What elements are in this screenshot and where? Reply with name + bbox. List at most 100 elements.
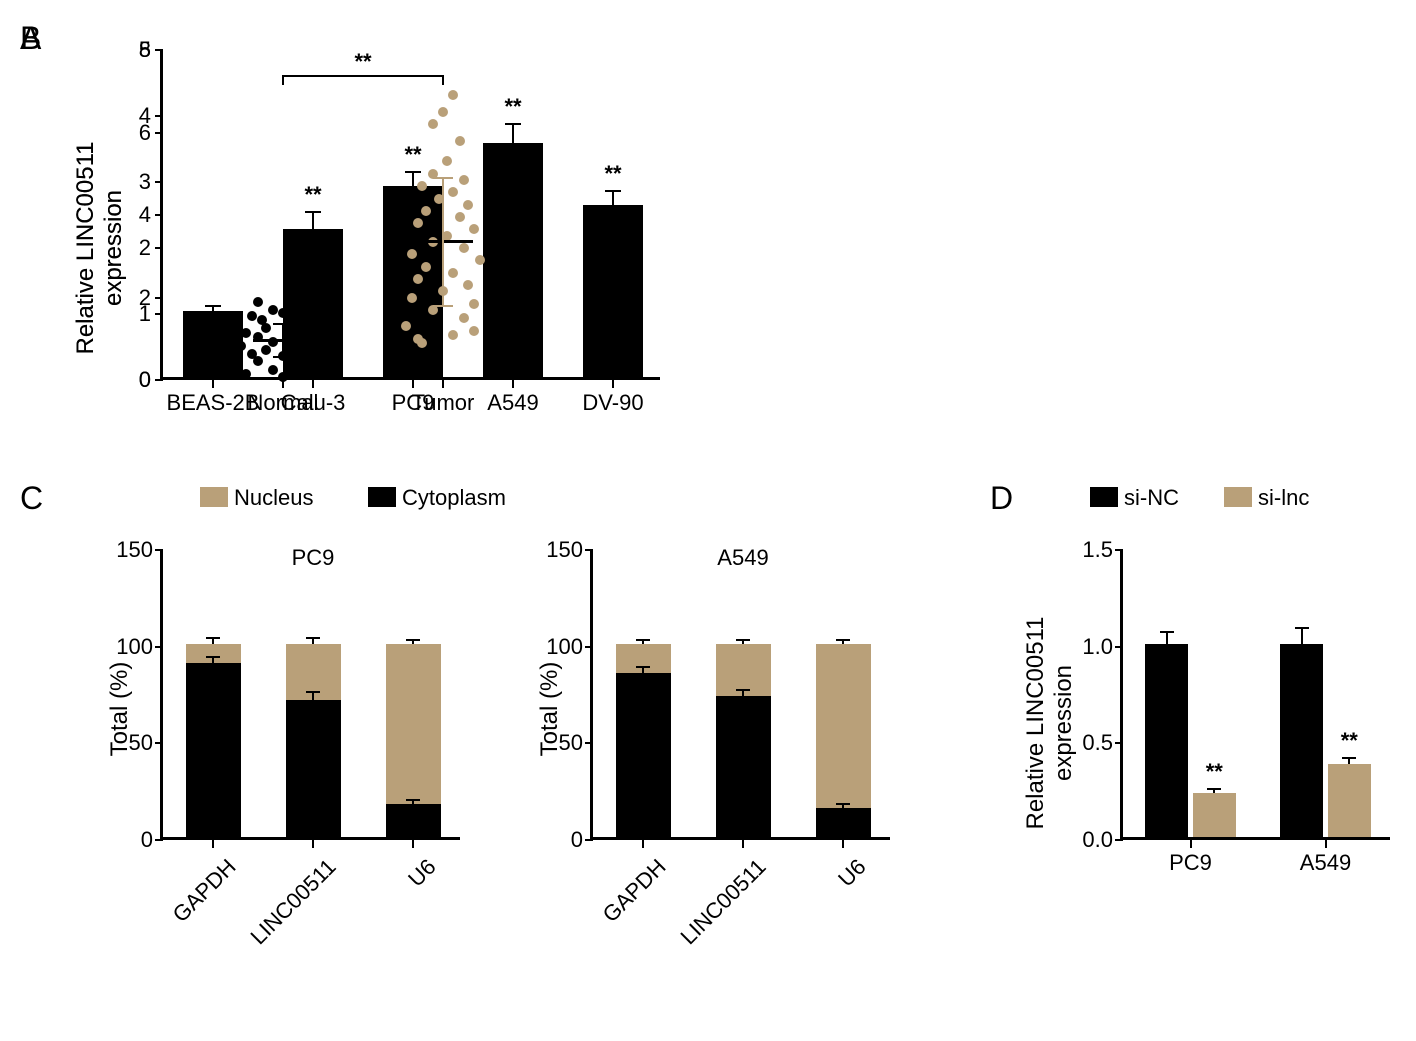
- y-tick: [155, 379, 163, 381]
- scatter-point-tumor: [442, 156, 452, 166]
- sd-line: [282, 324, 284, 357]
- x-tick-label: Tumor: [393, 390, 493, 416]
- error-cap: [306, 691, 320, 693]
- scatter-point-normal: [261, 345, 271, 355]
- bar-cytoplasm: [816, 808, 871, 837]
- scatter-point-normal: [315, 354, 325, 364]
- panel-c-chart-pc9: 050100150PC9GAPDHLINC00511U6: [160, 550, 460, 840]
- scatter-point-tumor: [455, 136, 465, 146]
- x-tick: [742, 840, 744, 848]
- x-tick: [642, 840, 644, 848]
- x-tick: [312, 840, 314, 848]
- error-cap: [1160, 631, 1174, 633]
- y-tick: [155, 297, 163, 299]
- legend-label: Cytoplasm: [402, 485, 506, 511]
- error-cap: [736, 689, 750, 691]
- x-tick: [1325, 840, 1327, 848]
- x-tick-label: LINC00511: [231, 854, 341, 964]
- scatter-point-tumor: [459, 243, 469, 253]
- y-tick-label: 0: [107, 827, 153, 853]
- scatter-point-normal: [232, 361, 242, 371]
- x-tick: [612, 380, 614, 388]
- error-bar: [612, 191, 614, 206]
- scatter-point-tumor: [413, 218, 423, 228]
- y-tick: [155, 646, 163, 648]
- scatter-point-tumor: [448, 90, 458, 100]
- scatter-point-tumor: [438, 107, 448, 117]
- sd-cap: [433, 305, 453, 307]
- bar-sinc: [1280, 644, 1323, 837]
- scatter-point-tumor: [448, 268, 458, 278]
- scatter-point-normal: [226, 336, 236, 346]
- y-tick: [585, 839, 593, 841]
- x-tick-label: Normal: [233, 390, 333, 416]
- scatter-point-tumor: [421, 206, 431, 216]
- y-tick: [1115, 646, 1123, 648]
- x-tick-label: GAPDH: [561, 854, 671, 964]
- panel-b-label: B: [20, 20, 41, 57]
- scatter-point-normal: [261, 323, 271, 333]
- legend-swatch: [368, 487, 396, 507]
- scatter-point-normal: [268, 365, 278, 375]
- panel-b-ylabel: Relative LINC00511expression: [72, 108, 128, 388]
- scatter-point-tumor: [463, 200, 473, 210]
- error-cap: [206, 656, 220, 658]
- bar-silnc: [1193, 793, 1236, 837]
- error-cap: [1342, 757, 1356, 759]
- y-tick-label: 100: [107, 634, 153, 660]
- scatter-point-normal: [288, 359, 298, 369]
- sd-line: [442, 178, 444, 306]
- y-tick-label: 4: [123, 202, 151, 228]
- scatter-point-tumor: [428, 119, 438, 129]
- legend-swatch: [200, 487, 228, 507]
- y-tick-label: 0.0: [1073, 827, 1113, 853]
- scatter-point-normal: [241, 328, 251, 338]
- scatter-point-normal: [324, 343, 334, 353]
- scatter-point-tumor: [413, 334, 423, 344]
- error-cap: [206, 637, 220, 639]
- error-cap: [836, 803, 850, 805]
- error-cap: [1207, 788, 1221, 790]
- error-cap: [1295, 627, 1309, 629]
- y-tick: [155, 742, 163, 744]
- scatter-point-normal: [315, 313, 325, 323]
- sig-line: [283, 75, 443, 77]
- y-tick-label: 6: [123, 120, 151, 146]
- y-tick: [585, 742, 593, 744]
- bar-cytoplasm: [286, 700, 341, 837]
- sd-cap: [433, 177, 453, 179]
- error-cap: [736, 639, 750, 641]
- scatter-point-normal: [299, 321, 309, 331]
- sig-line-drop: [282, 75, 284, 85]
- y-tick-label: 8: [123, 37, 151, 63]
- panel-c-chart-a549: 050100150A549GAPDHLINC00511U6: [590, 550, 890, 840]
- scatter-point-normal: [220, 354, 230, 364]
- scatter-point-normal: [253, 297, 263, 307]
- sd-cap: [273, 356, 293, 358]
- x-tick: [412, 840, 414, 848]
- scatter-point-tumor: [421, 262, 431, 272]
- y-tick-label: 50: [107, 730, 153, 756]
- panel-c-legend: NucleusCytoplasm: [200, 485, 700, 515]
- scatter-point-tumor: [417, 181, 427, 191]
- error-bar: [312, 692, 314, 700]
- scatter-point-tumor: [455, 212, 465, 222]
- bar-nucleus: [816, 644, 871, 808]
- y-tick-label: 2: [123, 285, 151, 311]
- scatter-point-tumor: [469, 299, 479, 309]
- scatter-point-tumor: [469, 224, 479, 234]
- y-tick-label: 0: [123, 367, 151, 393]
- y-tick: [1115, 549, 1123, 551]
- bar-cytoplasm: [616, 673, 671, 837]
- sig-mark: **: [598, 161, 628, 187]
- x-tick: [1190, 840, 1192, 848]
- sd-cap: [273, 323, 293, 325]
- sig-mark: **: [348, 49, 378, 75]
- x-tick-label: LINC00511: [661, 854, 771, 964]
- sig-line-drop: [442, 75, 444, 85]
- scatter-point-tumor: [407, 293, 417, 303]
- error-cap: [605, 190, 621, 192]
- scatter-point-normal: [247, 311, 257, 321]
- panel-b-chart: 02468NormalTumor**: [160, 50, 560, 380]
- panel-c: C NucleusCytoplasm Total (%) 050100150PC…: [20, 480, 920, 1020]
